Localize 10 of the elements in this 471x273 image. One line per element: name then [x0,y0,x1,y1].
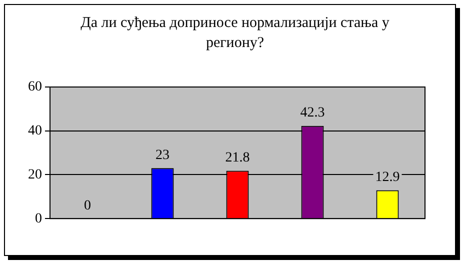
data-label: 23 [156,148,170,163]
data-label: 42.3 [300,105,325,120]
y-tick-label: 60 [28,80,42,95]
data-label: 21.8 [225,150,250,166]
chart-title: Да ли суђења доприносе нормализацији стања у региону? [80,14,390,53]
y-tick-label: 0 [35,211,42,226]
y-tick-label: 20 [28,167,42,182]
data-label: 0 [84,198,91,214]
y-tick-label: 40 [28,124,42,139]
data-label: 12.9 [375,170,400,185]
